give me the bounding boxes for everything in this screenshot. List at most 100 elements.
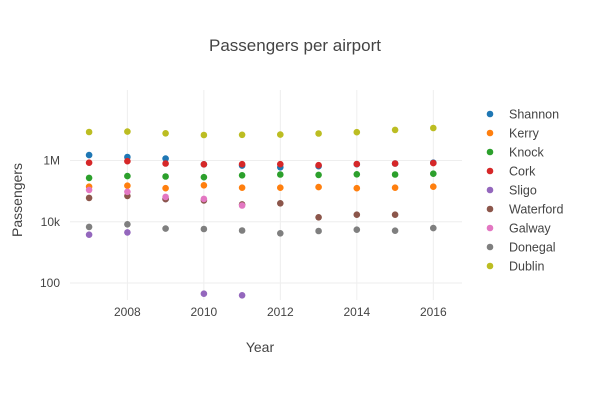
point-galway[interactable]	[85, 186, 93, 194]
point-donegal[interactable]	[277, 230, 284, 237]
legend-label-galway: Galway	[509, 222, 551, 236]
legend-marker-knock	[486, 148, 494, 156]
point-cork[interactable]	[200, 161, 208, 168]
legend-label-donegal: Donegal	[509, 241, 556, 255]
point-donegal[interactable]	[430, 224, 437, 232]
legend-label-knock: Knock	[509, 146, 544, 160]
point-kerry[interactable]	[162, 184, 169, 192]
point-galway[interactable]	[238, 202, 246, 209]
point-shannon[interactable]	[162, 155, 169, 162]
legend-marker-sligo	[486, 186, 494, 194]
point-dublin[interactable]	[430, 124, 437, 132]
point-knock[interactable]	[353, 171, 361, 178]
point-cork[interactable]	[277, 160, 284, 168]
legend-marker-cork	[486, 167, 494, 175]
x-tick-label: 2012	[267, 305, 294, 319]
legend-label-cork: Cork	[509, 165, 536, 179]
point-sligo[interactable]	[200, 290, 208, 298]
legend-item-cork[interactable]: Cork	[486, 165, 536, 179]
data-points	[85, 124, 437, 299]
point-dublin[interactable]	[162, 130, 169, 137]
point-knock[interactable]	[277, 171, 284, 178]
point-kerry[interactable]	[315, 183, 322, 191]
point-kerry[interactable]	[200, 182, 208, 189]
legend-label-dublin: Dublin	[509, 260, 544, 274]
point-cork[interactable]	[238, 160, 246, 168]
point-waterford[interactable]	[315, 214, 322, 221]
point-dublin[interactable]	[85, 128, 93, 136]
point-knock[interactable]	[162, 173, 169, 180]
point-donegal[interactable]	[124, 221, 131, 228]
legend-item-knock[interactable]: Knock	[486, 146, 545, 160]
legend-item-donegal[interactable]: Donegal	[486, 241, 556, 255]
point-dublin[interactable]	[353, 128, 361, 136]
point-dublin[interactable]	[238, 131, 246, 139]
legend-item-kerry[interactable]: Kerry	[486, 127, 540, 141]
point-sligo[interactable]	[85, 231, 93, 238]
point-sligo[interactable]	[238, 292, 246, 299]
point-cork[interactable]	[124, 157, 131, 165]
point-dublin[interactable]	[277, 131, 284, 138]
point-shannon[interactable]	[85, 151, 93, 159]
legend-item-galway[interactable]: Galway	[486, 222, 552, 236]
point-kerry[interactable]	[391, 184, 399, 191]
point-kerry[interactable]	[353, 184, 361, 192]
point-knock[interactable]	[124, 172, 131, 180]
legend-item-shannon[interactable]: Shannon	[486, 108, 559, 122]
point-cork[interactable]	[85, 159, 93, 166]
point-kerry[interactable]	[124, 182, 131, 189]
point-kerry[interactable]	[238, 184, 246, 191]
point-cork[interactable]	[430, 159, 437, 167]
point-donegal[interactable]	[162, 225, 169, 232]
point-knock[interactable]	[238, 172, 246, 179]
legend[interactable]: Shannon Kerry Knock Cork Sligo Waterford Galwa…	[486, 108, 564, 274]
point-waterford[interactable]	[85, 194, 93, 202]
point-waterford[interactable]	[277, 200, 284, 207]
legend-marker-waterford	[486, 205, 494, 213]
point-knock[interactable]	[315, 171, 322, 179]
point-donegal[interactable]	[85, 223, 93, 231]
point-kerry[interactable]	[277, 184, 284, 191]
point-knock[interactable]	[430, 170, 437, 177]
point-galway[interactable]	[124, 188, 131, 196]
y-axis-ticks: 100 10k 1M	[40, 154, 61, 291]
legend-item-dublin[interactable]: Dublin	[486, 260, 545, 274]
chart-title: Passengers per airport	[209, 36, 381, 55]
point-dublin[interactable]	[200, 131, 208, 139]
legend-marker-donegal	[486, 243, 494, 251]
point-kerry[interactable]	[430, 183, 437, 190]
point-donegal[interactable]	[353, 226, 361, 233]
x-tick-label: 2008	[114, 305, 141, 319]
legend-label-waterford: Waterford	[509, 203, 563, 217]
point-knock[interactable]	[391, 171, 399, 178]
point-galway[interactable]	[162, 193, 169, 201]
legend-marker-kerry	[486, 129, 494, 137]
point-galway[interactable]	[200, 195, 208, 203]
point-dublin[interactable]	[124, 128, 131, 135]
point-donegal[interactable]	[200, 225, 208, 233]
point-waterford[interactable]	[353, 211, 361, 218]
legend-marker-shannon	[486, 110, 494, 118]
point-knock[interactable]	[85, 174, 93, 182]
x-axis-title: Year	[246, 339, 275, 355]
legend-item-waterford[interactable]: Waterford	[486, 203, 564, 217]
point-cork[interactable]	[353, 160, 361, 168]
y-axis-title: Passengers	[9, 163, 25, 237]
point-sligo[interactable]	[124, 229, 131, 236]
point-dublin[interactable]	[391, 126, 399, 134]
point-donegal[interactable]	[238, 227, 246, 234]
point-waterford[interactable]	[391, 211, 399, 218]
point-cork[interactable]	[391, 160, 399, 167]
y-tick-label: 1M	[43, 154, 60, 168]
legend-label-sligo: Sligo	[509, 184, 537, 198]
point-cork[interactable]	[162, 160, 169, 167]
point-donegal[interactable]	[315, 227, 322, 235]
legend-item-sligo[interactable]: Sligo	[486, 184, 537, 198]
point-knock[interactable]	[200, 173, 208, 181]
point-dublin[interactable]	[315, 130, 322, 137]
x-tick-label: 2014	[343, 305, 370, 319]
point-donegal[interactable]	[391, 227, 399, 234]
legend-marker-dublin	[486, 262, 494, 270]
point-cork[interactable]	[315, 161, 322, 169]
